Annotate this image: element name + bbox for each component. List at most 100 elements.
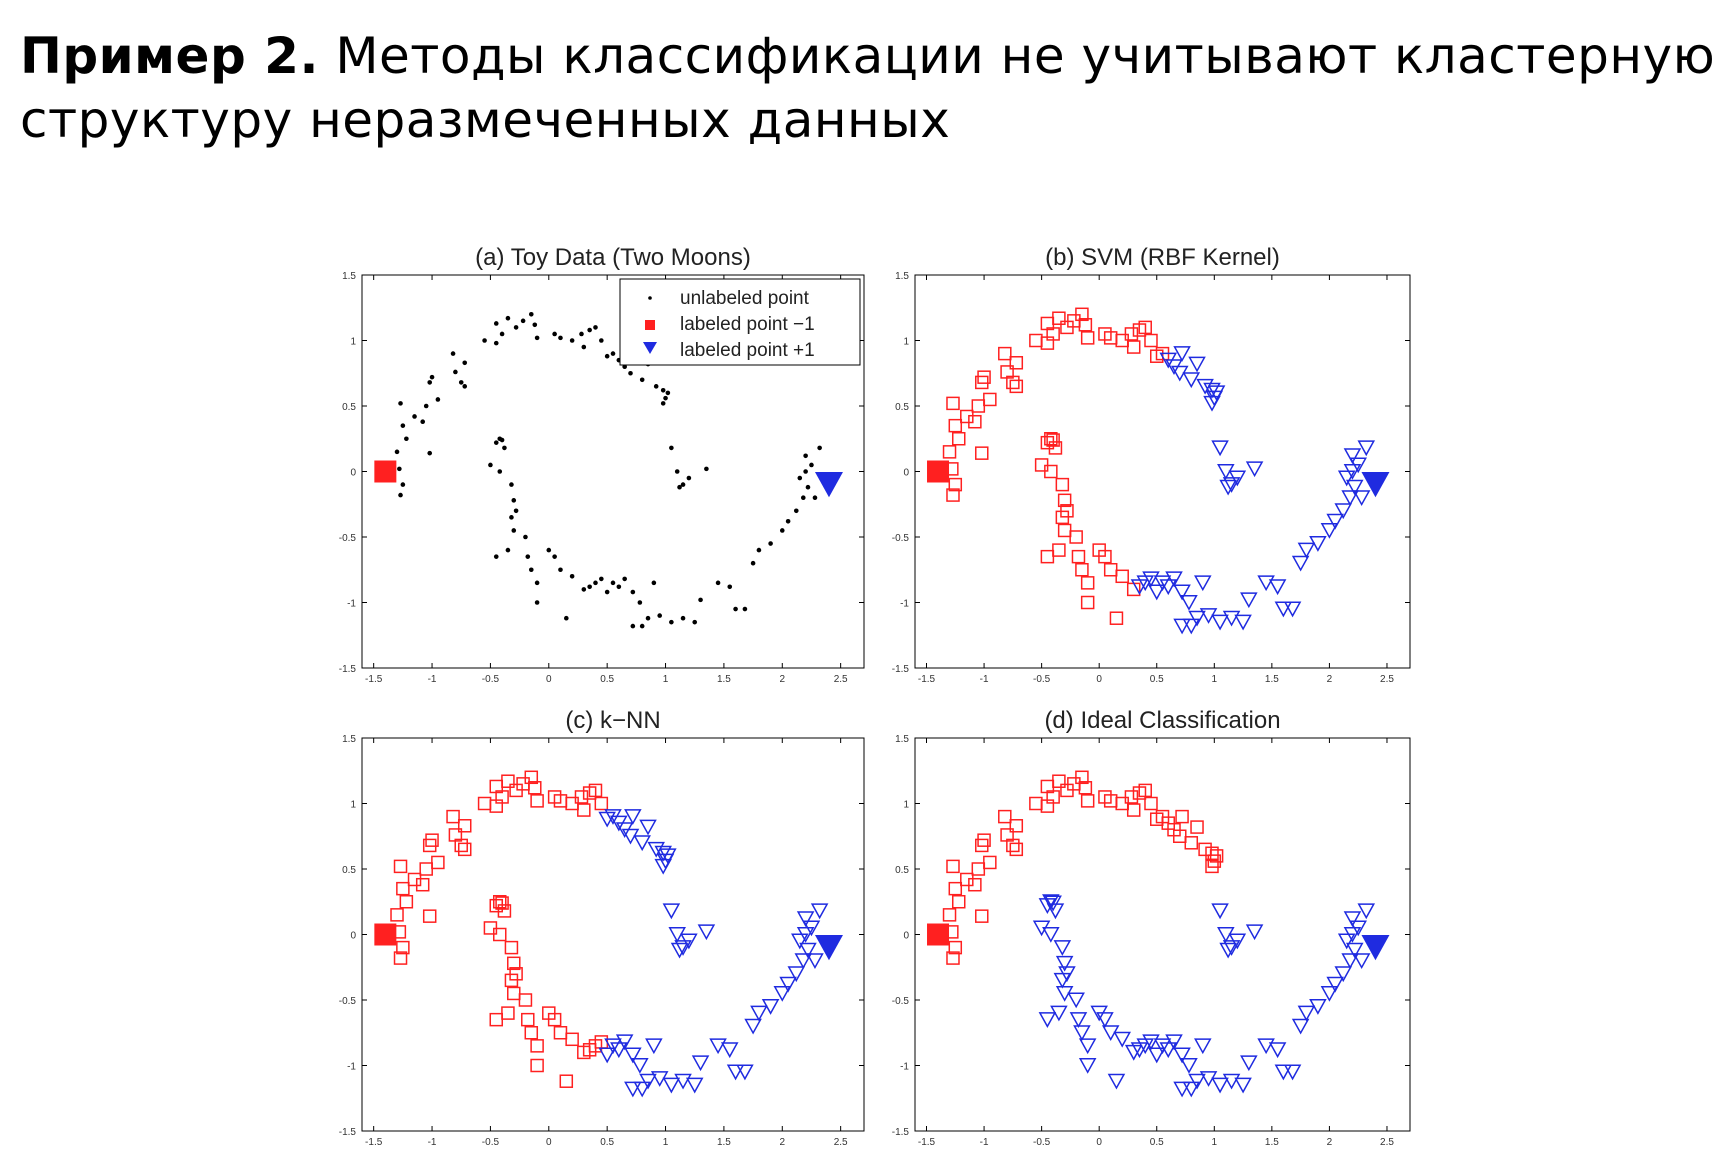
class-neg-point [396, 881, 410, 896]
unlabeled-point [616, 584, 622, 590]
unlabeled-point [552, 554, 557, 559]
y-tick-label: -1 [900, 599, 909, 610]
class-pos-point [1044, 895, 1062, 912]
class-pos-point [1173, 1081, 1191, 1098]
unlabeled-point [462, 384, 468, 389]
class-neg-point [1209, 849, 1224, 863]
class-neg-point [1057, 493, 1072, 508]
class-pos-point [639, 1073, 657, 1090]
unlabeled-point [674, 469, 680, 474]
class-pos-point [1159, 579, 1178, 596]
class-pos-point [1334, 503, 1353, 520]
x-tick-label: 0.5 [600, 674, 614, 685]
class-neg-point [1046, 327, 1060, 341]
unlabeled-point [423, 403, 429, 409]
y-tick-label: 1.5 [895, 734, 909, 745]
unlabeled-point [581, 344, 587, 350]
class-neg-point [396, 940, 410, 955]
class-pos-point [796, 927, 815, 943]
unlabeled-point [509, 515, 514, 520]
class-pos-point [1240, 592, 1258, 609]
class-pos-point [1067, 992, 1085, 1009]
class-pos-point [654, 858, 672, 875]
unlabeled-point [803, 453, 808, 459]
class-pos-point [670, 942, 689, 959]
class-neg-point [983, 855, 997, 870]
class-neg-point [1080, 595, 1095, 610]
class-neg-point [1126, 340, 1141, 354]
class-pos-point [1211, 903, 1229, 920]
class-pos-point [633, 835, 651, 852]
x-tick-label: 2 [1327, 1137, 1333, 1148]
unlabeled-point [558, 335, 563, 341]
unlabeled-point [692, 619, 698, 625]
class-pos-point [1228, 933, 1247, 950]
class-neg-point [1075, 770, 1089, 785]
unlabeled-point [509, 482, 514, 487]
class-neg-point [975, 375, 989, 390]
unlabeled-point [497, 469, 503, 474]
class-pos-point [1211, 440, 1229, 457]
class-neg-point [1080, 794, 1095, 808]
unlabeled-point [793, 508, 799, 514]
class-pos-point [1297, 542, 1316, 559]
class-pos-point [1222, 940, 1241, 956]
class-neg-point [975, 838, 989, 853]
x-tick-label: -1 [980, 1137, 989, 1148]
class-neg-point [977, 833, 991, 847]
class-neg-point [524, 770, 539, 785]
y-tick-label: -1.5 [339, 664, 357, 675]
x-tick-label: -0.5 [482, 1137, 500, 1148]
y-tick-label: -0.5 [339, 533, 357, 544]
class-pos-point [1291, 1018, 1310, 1035]
x-tick-label: 0 [546, 1137, 552, 1148]
class-neg-point [1044, 432, 1058, 446]
class-neg-point [454, 838, 468, 853]
unlabeled-point [569, 338, 575, 343]
unlabeled-point [628, 370, 633, 376]
x-tick-label: -1.5 [918, 674, 936, 685]
class-pos-point [761, 999, 780, 1015]
class-pos-point [1203, 395, 1221, 412]
x-tick-label: 2.5 [834, 674, 848, 685]
unlabeled-point [660, 401, 666, 406]
class-pos-point [1274, 1064, 1293, 1081]
x-tick-label: 1 [1212, 674, 1218, 685]
class-pos-point [1050, 1005, 1068, 1022]
y-tick-label: 1.5 [342, 271, 356, 282]
class-pos-point [1165, 571, 1183, 588]
class-neg-point [983, 392, 997, 407]
class-neg-point [942, 908, 957, 922]
legend-marker-pos [643, 342, 657, 354]
unlabeled-point [502, 445, 507, 451]
unlabeled-point [558, 567, 563, 573]
class-pos-point [794, 953, 813, 969]
panel-title: (a) Toy Data (Two Moons) [475, 244, 751, 271]
unlabeled-point [513, 508, 519, 514]
class-neg-point [1075, 307, 1089, 322]
unlabeled-point [398, 401, 403, 406]
unlabeled-point [435, 397, 441, 402]
class-neg-point [1109, 611, 1124, 625]
class-neg-point [1144, 796, 1158, 811]
class-neg-point [457, 819, 472, 833]
x-tick-label: -1 [428, 1137, 437, 1148]
class-pos-point [1345, 479, 1364, 496]
class-pos-point [674, 940, 692, 956]
class-neg-point [1009, 842, 1024, 857]
class-pos-point [1207, 385, 1226, 402]
unlabeled-point [534, 600, 540, 605]
labeled-pos-point [1361, 472, 1390, 498]
class-pos-point [1234, 614, 1252, 631]
class-pos-point [691, 1055, 710, 1072]
class-pos-point [1268, 579, 1287, 596]
labeled-neg-point [927, 923, 950, 946]
class-pos-point [1194, 575, 1212, 592]
class-pos-point [1245, 924, 1264, 941]
class-pos-point [1352, 953, 1371, 969]
class-neg-point [942, 445, 957, 459]
class-neg-point [1124, 790, 1139, 804]
class-neg-point [393, 951, 408, 965]
class-pos-point [1113, 1031, 1131, 1048]
class-pos-point [779, 976, 797, 993]
